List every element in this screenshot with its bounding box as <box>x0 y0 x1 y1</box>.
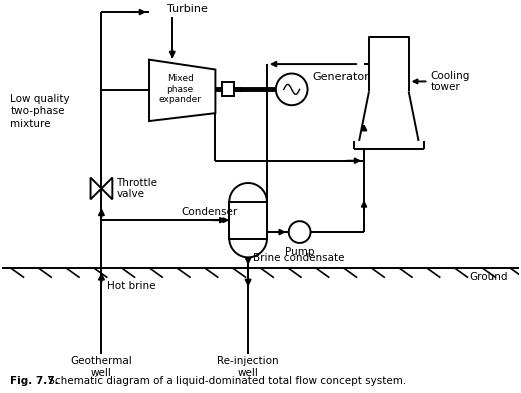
Text: Geothermal
well: Geothermal well <box>70 356 132 378</box>
Circle shape <box>276 73 307 105</box>
Polygon shape <box>149 60 215 121</box>
Text: Throttle
valve: Throttle valve <box>116 178 157 199</box>
Text: Mixed
phase
expander: Mixed phase expander <box>159 74 202 104</box>
Text: Re-injection
well: Re-injection well <box>217 356 279 378</box>
Text: Cooling
tower: Cooling tower <box>430 71 470 92</box>
Text: Generator: Generator <box>313 72 369 83</box>
Text: Hot brine: Hot brine <box>107 281 156 290</box>
Bar <box>229 202 267 239</box>
Text: Pump: Pump <box>285 247 314 257</box>
Circle shape <box>289 221 311 243</box>
Text: Brine condensate: Brine condensate <box>253 253 344 263</box>
Text: Schematic diagram of a liquid-dominated total flow concept system.: Schematic diagram of a liquid-dominated … <box>45 376 406 386</box>
Text: Fig. 7.7.: Fig. 7.7. <box>10 376 59 386</box>
Text: Ground: Ground <box>469 272 508 282</box>
Bar <box>222 83 234 96</box>
Text: Low quality
two-phase
mixture: Low quality two-phase mixture <box>10 94 70 129</box>
Text: Turbine: Turbine <box>167 4 207 14</box>
Text: Condenser: Condenser <box>182 207 238 217</box>
